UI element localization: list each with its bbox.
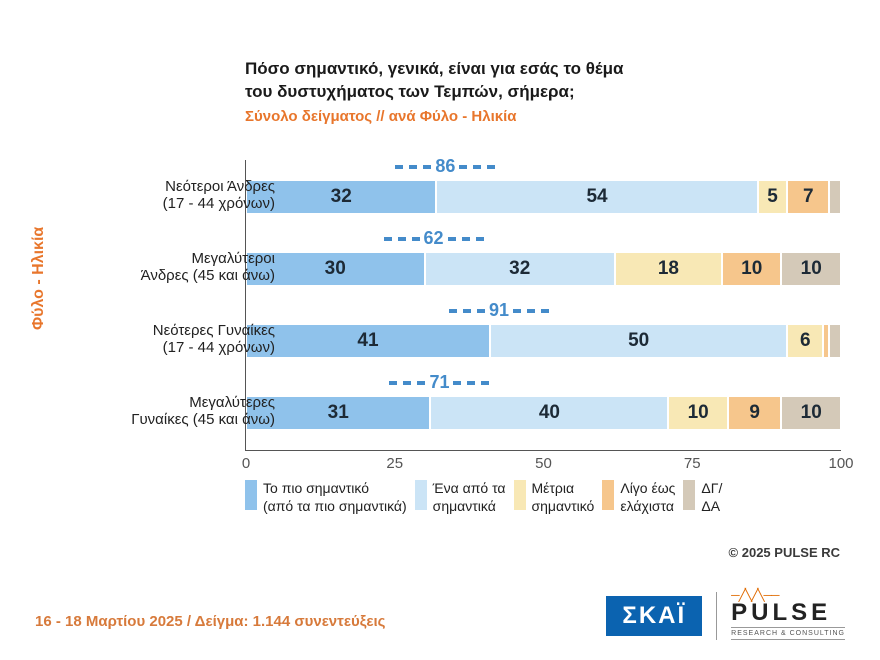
bar-segment: 6 (787, 324, 823, 358)
footer-date: 16 - 18 Μαρτίου 2025 / Δείγμα: 1.144 συν… (35, 613, 385, 630)
bar-segment: 54 (436, 180, 757, 214)
pulse-logo: ─╱╲╱╲── PULSE RESEARCH & CONSULTING (716, 592, 845, 640)
bar-segment: 32 (425, 252, 615, 286)
legend-item: Το πιο σημαντικό(από τα πιο σημαντικά) (245, 480, 407, 515)
bar-row: 3032181010 (246, 252, 841, 286)
x-tick-label: 75 (677, 455, 707, 472)
pulse-text: PULSE (731, 601, 831, 625)
bar-segment (829, 324, 841, 358)
callout: 62 (384, 228, 484, 249)
category-label: ΜεγαλύτεροιΆνδρες (45 και άνω) (125, 250, 275, 285)
category-label: Νεότερες Γυναίκες(17 - 44 χρόνων) (125, 322, 275, 357)
chart-title-line1: Πόσο σημαντικό, γενικά, είναι για εσάς τ… (245, 58, 845, 81)
legend-swatch (514, 480, 526, 510)
legend-item: Ένα από τασημαντικά (415, 480, 506, 515)
skai-logo: ΣΚΑΪ (606, 596, 702, 636)
bar-row: 41506 (246, 324, 841, 358)
legend-label: Το πιο σημαντικό(από τα πιο σημαντικά) (263, 480, 407, 515)
legend-swatch (245, 480, 257, 510)
bar-segment: 18 (615, 252, 722, 286)
logos: ΣΚΑΪ ─╱╲╱╲── PULSE RESEARCH & CONSULTING (606, 592, 845, 640)
pulse-sub: RESEARCH & CONSULTING (731, 627, 845, 640)
bar-row: 325457 (246, 180, 841, 214)
legend-item: Λίγο έωςελάχιστα (602, 480, 675, 515)
bar-segment: 10 (781, 396, 841, 430)
legend-item: ΔΓ/ΔΑ (683, 480, 722, 515)
category-label: ΜεγαλύτερεςΓυναίκες (45 και άνω) (125, 394, 275, 429)
copyright: © 2025 PULSE RC (729, 545, 840, 560)
chart-header: Πόσο σημαντικό, γενικά, είναι για εσάς τ… (245, 58, 845, 125)
bar-segment (829, 180, 841, 214)
callout: 91 (449, 300, 549, 321)
chart-subtitle: Σύνολο δείγματος // ανά Φύλο - Ηλικία (245, 108, 845, 125)
bar-segment: 40 (430, 396, 668, 430)
callout: 86 (395, 156, 495, 177)
pulse-wave-icon: ─╱╲╱╲── (731, 592, 778, 599)
bar-segment: 10 (668, 396, 728, 430)
legend-swatch (683, 480, 695, 510)
bar-segment: 10 (781, 252, 841, 286)
legend-item: Μέτριασημαντικό (514, 480, 595, 515)
legend-swatch (415, 480, 427, 510)
legend: Το πιο σημαντικό(από τα πιο σημαντικά) Έν… (245, 480, 845, 519)
legend-label: Λίγο έωςελάχιστα (620, 480, 675, 515)
category-label: Νεότεροι Άνδρες(17 - 44 χρόνων) (125, 178, 275, 213)
bar-segment: 10 (722, 252, 782, 286)
chart-title-line2: του δυστυχήματος των Τεμπών, σήμερα; (245, 81, 845, 104)
bar-segment: 50 (490, 324, 788, 358)
x-tick-label: 50 (529, 455, 559, 472)
legend-label: Μέτριασημαντικό (532, 480, 595, 515)
y-axis-title: Φύλο - Ηλικία (30, 227, 48, 330)
bar-segment: 7 (787, 180, 829, 214)
legend-label: ΔΓ/ΔΑ (701, 480, 722, 515)
bar-segment: 41 (246, 324, 490, 358)
bar-row: 314010910 (246, 396, 841, 430)
x-tick-label: 100 (826, 455, 856, 472)
bar-segment: 5 (758, 180, 788, 214)
callout: 71 (389, 372, 489, 393)
x-tick-label: 0 (231, 455, 261, 472)
legend-label: Ένα από τασημαντικά (433, 480, 506, 515)
legend-swatch (602, 480, 614, 510)
x-tick-label: 25 (380, 455, 410, 472)
bar-segment: 9 (728, 396, 782, 430)
